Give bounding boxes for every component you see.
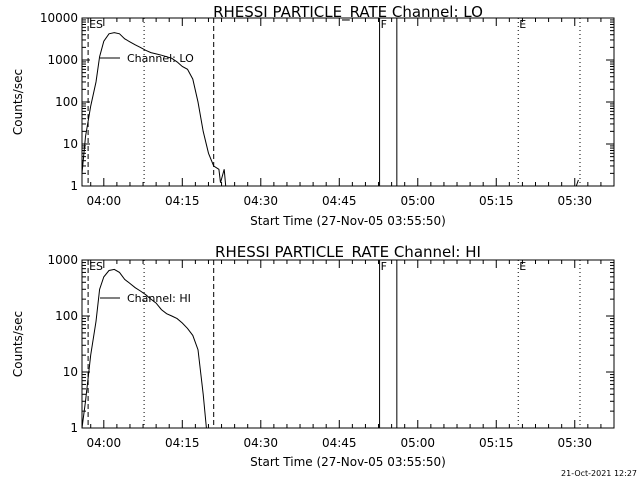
y-tick-label: 10 xyxy=(63,365,78,379)
y-tick-label: 1 xyxy=(70,421,78,435)
x-tick-label: 05:00 xyxy=(400,436,435,450)
x-axis-label: Start Time (27-Nov-05 03:55:50) xyxy=(250,214,446,228)
series-line xyxy=(81,268,207,429)
marker-label: E xyxy=(519,18,526,31)
x-tick-label: 05:15 xyxy=(479,436,514,450)
x-tick-label: 04:15 xyxy=(165,436,200,450)
x-tick-label: 04:30 xyxy=(243,194,278,208)
y-tick-label: 10000 xyxy=(40,11,78,25)
y-tick-label: 10 xyxy=(63,137,78,151)
y-tick-label: 1000 xyxy=(47,253,78,267)
marker-label: F xyxy=(381,260,387,273)
plot-frame xyxy=(81,17,615,187)
chart-panel-hi: RHESSI PARTICLE_RATE Channel: HI 1 10 100 10… xyxy=(11,243,615,469)
x-tick-label: 04:45 xyxy=(322,436,357,450)
marker-label: E xyxy=(519,260,526,273)
y-tick-label: 100 xyxy=(55,309,78,323)
y-axis-label: Counts/sec xyxy=(11,69,25,135)
y-tick-label: 100 xyxy=(55,95,78,109)
series-line xyxy=(575,179,579,187)
y-axis-label: Counts/sec xyxy=(11,311,25,377)
chart-title: RHESSI PARTICLE_RATE Channel: LO xyxy=(213,3,483,22)
x-tick-label: 05:30 xyxy=(557,436,592,450)
x-tick-label: 05:30 xyxy=(557,194,592,208)
footer-timestamp: 21-Oct-2021 12:27 xyxy=(561,469,637,478)
marker-label: F xyxy=(381,18,387,31)
chart-title: RHESSI PARTICLE_RATE Channel: HI xyxy=(215,243,481,262)
legend-label: Channel: LO xyxy=(127,52,194,65)
y-tick-label: 1000 xyxy=(47,53,78,67)
legend-label: Channel: HI xyxy=(127,292,191,305)
marker-label: ES xyxy=(89,260,103,273)
x-tick-label: 05:00 xyxy=(400,194,435,208)
x-tick-label: 04:15 xyxy=(165,194,200,208)
chart-panel-lo: RHESSI PARTICLE_RATE Channel: LO 1 10 100 10… xyxy=(11,3,615,228)
marker-label: ES xyxy=(89,18,103,31)
x-tick-label: 04:00 xyxy=(87,436,122,450)
plot-frame xyxy=(81,259,615,429)
x-tick-label: 04:00 xyxy=(87,194,122,208)
x-axis-label: Start Time (27-Nov-05 03:55:50) xyxy=(250,455,446,469)
series-line xyxy=(81,32,227,187)
x-tick-label: 04:30 xyxy=(243,436,278,450)
x-tick-label: 04:45 xyxy=(322,194,357,208)
x-tick-label: 05:15 xyxy=(479,194,514,208)
y-tick-label: 1 xyxy=(70,179,78,193)
